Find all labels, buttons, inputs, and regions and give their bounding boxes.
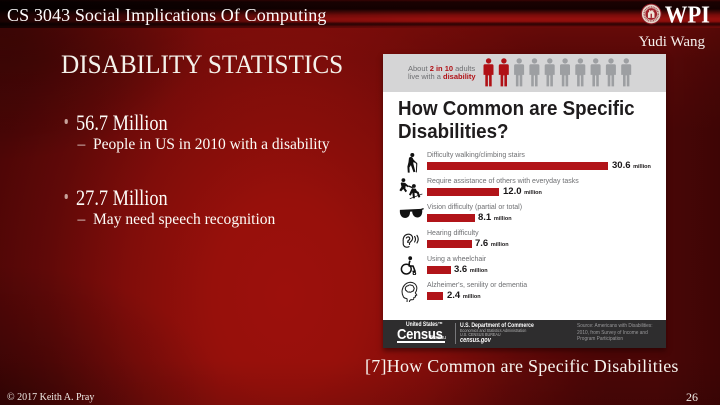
svg-text:WPI: WPI [665,3,710,27]
